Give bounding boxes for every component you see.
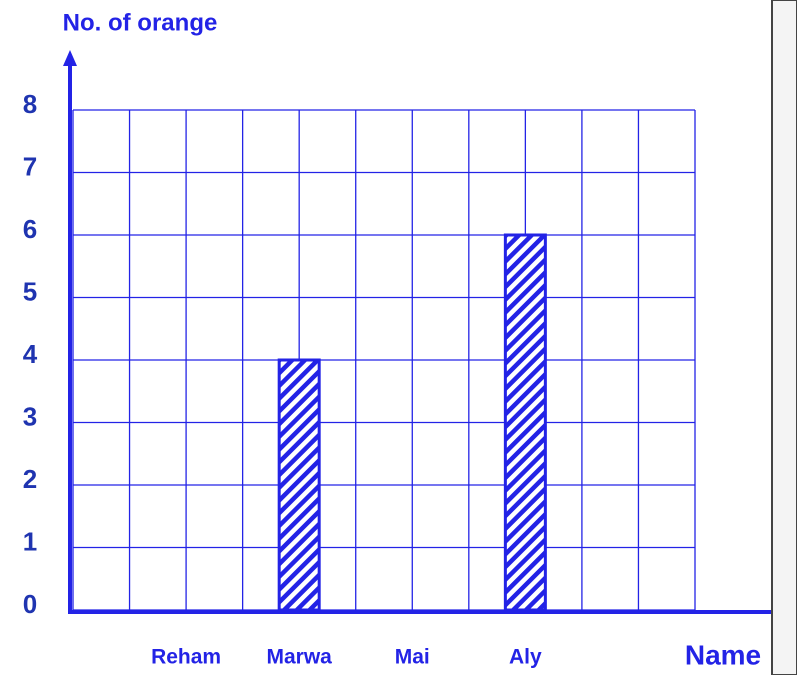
x-tick-label: Reham [151,646,221,669]
x-tick-label: Mai [395,646,430,669]
y-tick-label: 6 [23,214,37,244]
x-axis-title: Name [685,639,761,670]
y-tick-label: 1 [23,526,37,556]
page: {"chart_data": {"type": "bar", "y_label"… [0,0,797,675]
y-tick-label: 3 [23,401,37,431]
y-tick-label: 8 [23,89,37,119]
y-tick-label: 5 [23,276,37,306]
grid [73,110,695,610]
x-tick-label: Aly [509,646,542,669]
y-tick-label: 4 [23,339,38,369]
x-tick-label: Marwa [267,646,333,669]
y-axis-title: No. of orange [63,9,218,36]
y-tick-label: 2 [23,464,37,494]
chart: No. of orange Name 0 1 2 3 4 5 6 7 8 Reham Marwa Ma… [0,0,797,675]
y-tick-label: 7 [23,151,37,181]
y-tick-label: 0 [23,589,37,619]
y-axis-arrow [63,50,77,66]
bar [505,235,545,610]
bar [279,360,319,610]
decorative-border [772,0,797,675]
